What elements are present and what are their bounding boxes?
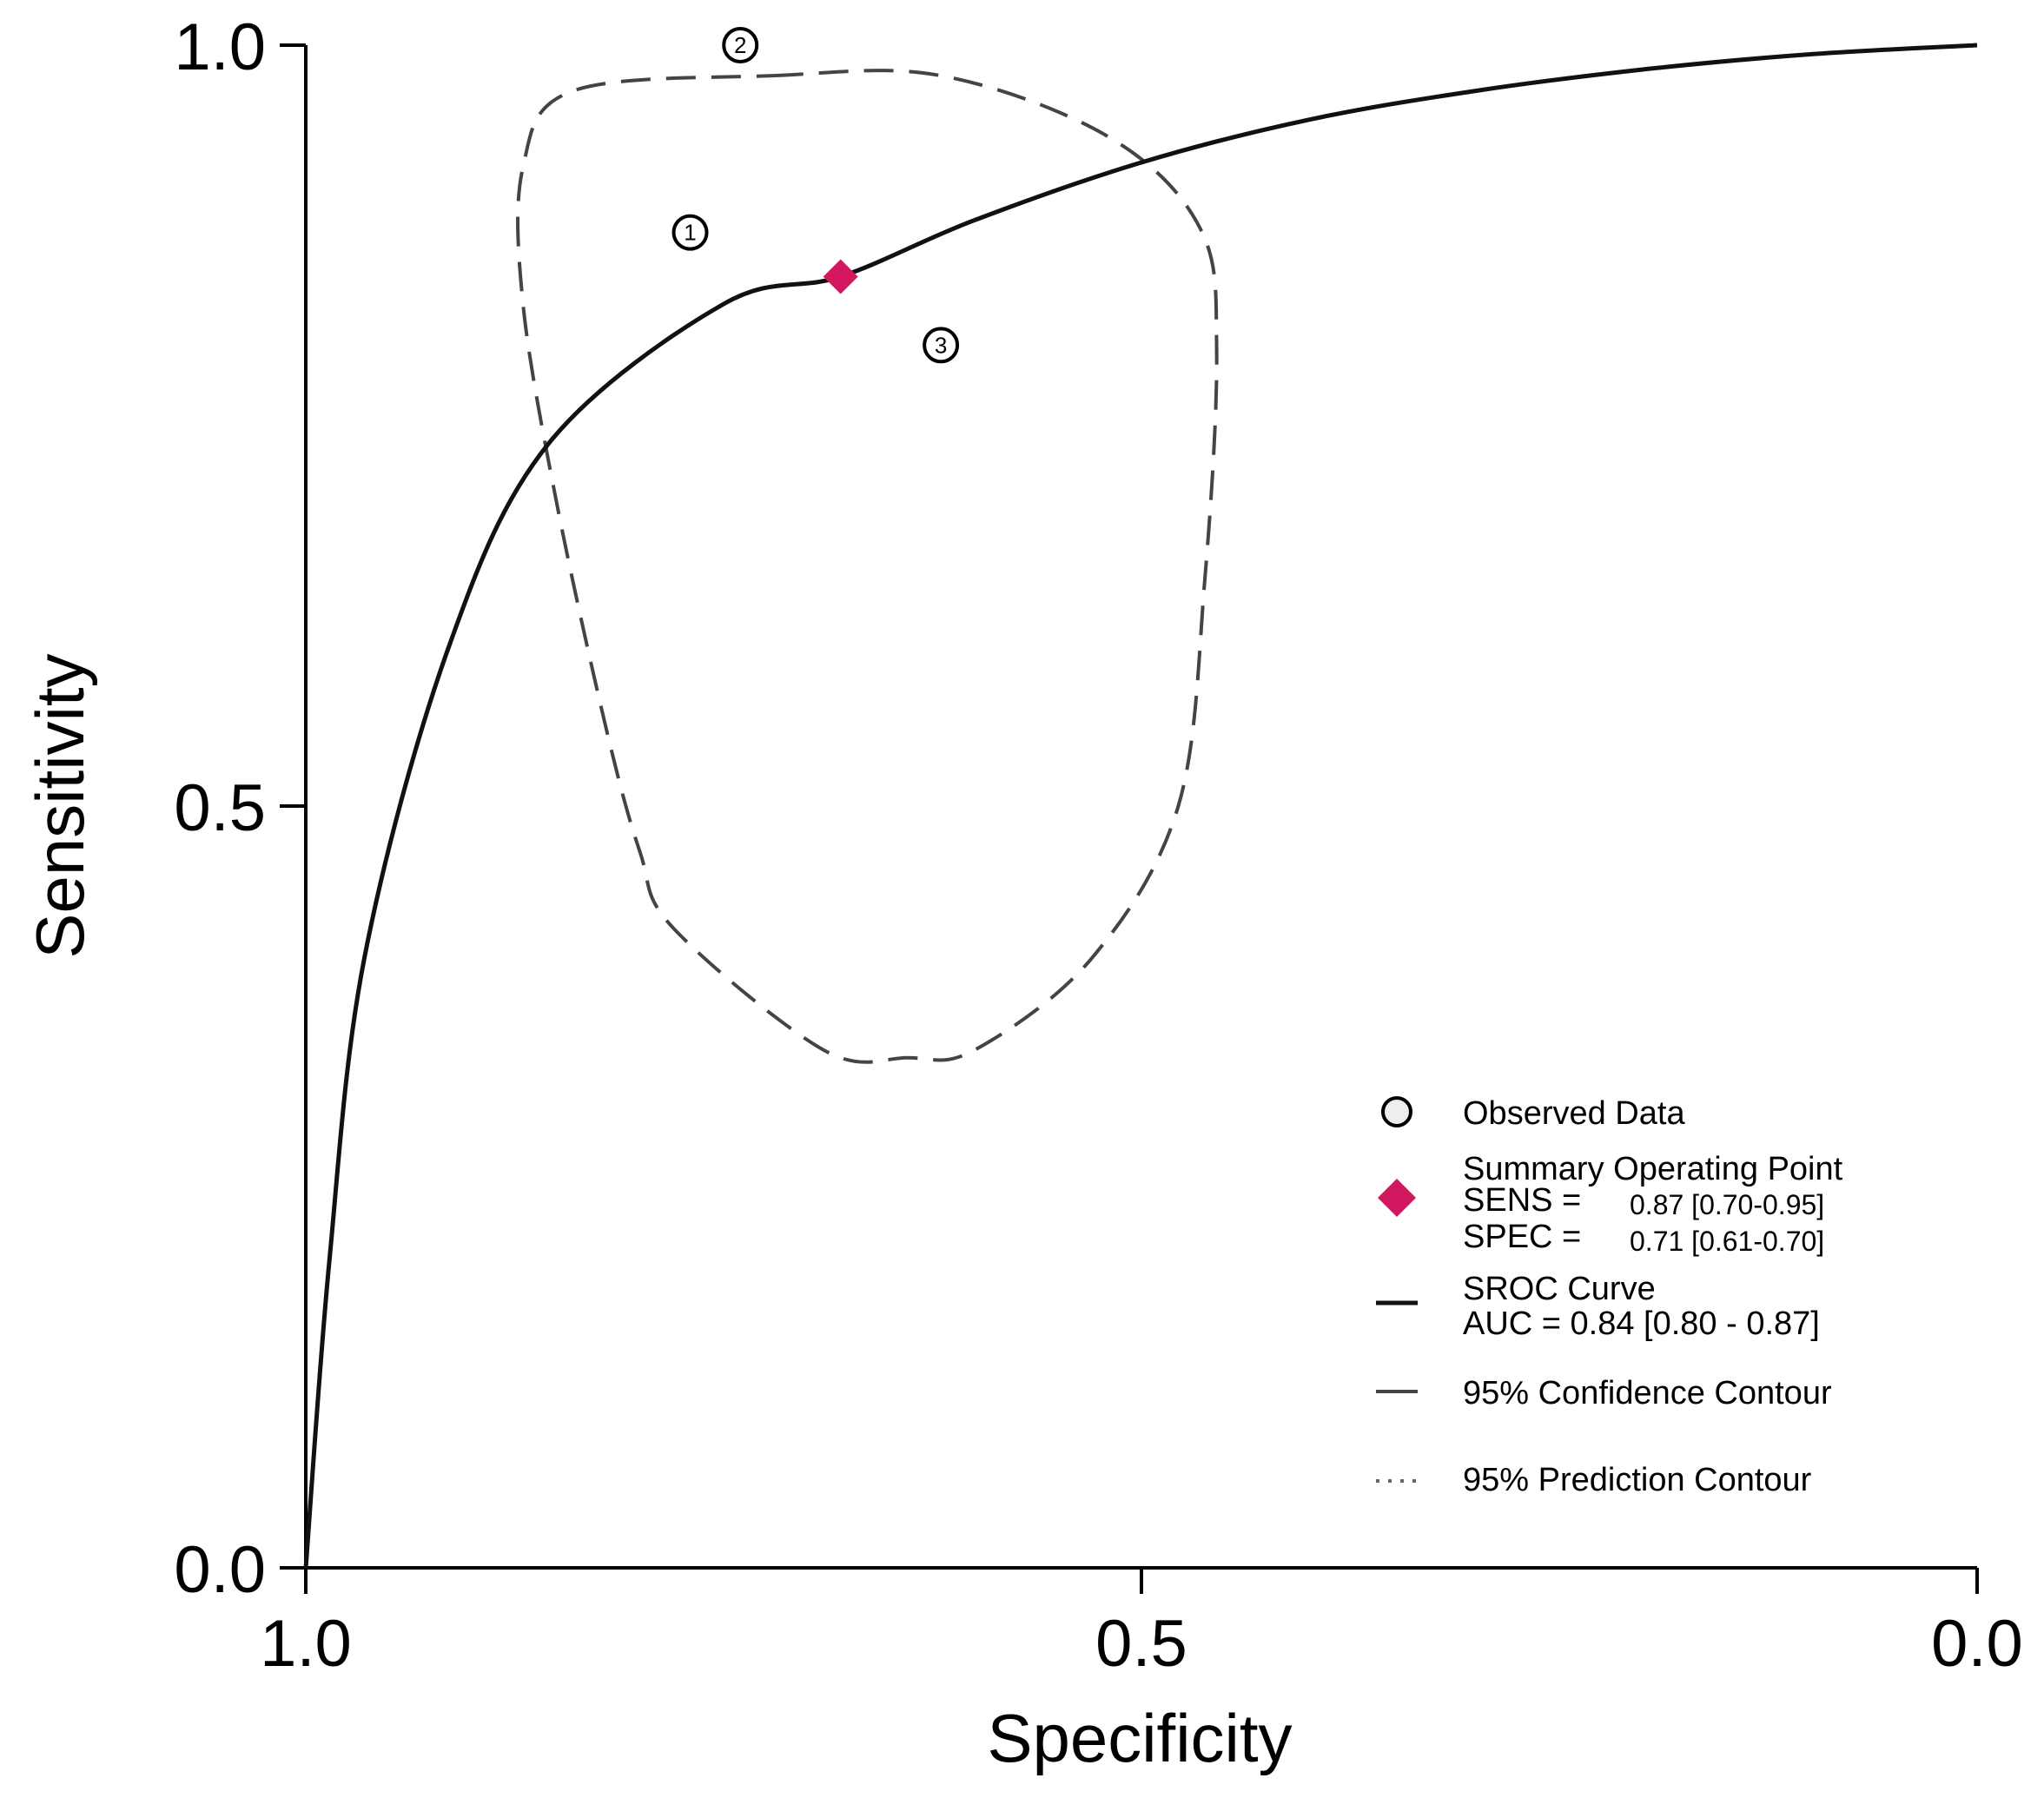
- confidence-contour: [516, 69, 1219, 1064]
- x-axis-title: Specificity: [987, 1700, 1292, 1776]
- observed-point-3: 3: [923, 327, 960, 364]
- observed-points: 1 2 3: [671, 27, 960, 364]
- y-axis-title: Sensitivity: [22, 653, 98, 958]
- legend-observed-marker: [1381, 1096, 1412, 1127]
- x-tick-label-1: 1.0: [260, 1607, 352, 1681]
- observed-point-1: 1: [671, 214, 709, 251]
- legend-auc: AUC = 0.84 [0.80 - 0.87]: [1463, 1306, 1820, 1342]
- legend-observed-label: Observed Data: [1463, 1095, 1685, 1132]
- x-tick-label-0: 0.0: [1931, 1607, 2023, 1681]
- legend-spec-label: SPEC =: [1463, 1219, 1581, 1255]
- observed-point-label: 1: [684, 220, 696, 246]
- legend-sroc-title: SROC Curve: [1463, 1271, 1656, 1307]
- y-tick-label-05: 0.5: [174, 771, 266, 845]
- legend-summary-marker: [1378, 1179, 1416, 1217]
- legend-sens-label: SENS =: [1463, 1182, 1581, 1219]
- legend-sens-value: 0.87 [0.70-0.95]: [1630, 1189, 1824, 1220]
- observed-point-circle: [722, 27, 759, 63]
- legend: Observed Data Summary Operating Point SE…: [1376, 1095, 1843, 1498]
- legend-summary-title: Summary Operating Point: [1463, 1151, 1843, 1187]
- legend-spec-value: 0.71 [0.61-0.70]: [1630, 1226, 1824, 1257]
- observed-point-circle: [923, 327, 960, 364]
- observed-point-circle: [671, 214, 709, 251]
- observed-point-2: 2: [722, 27, 759, 63]
- y-tick-label-0: 0.0: [174, 1533, 266, 1607]
- legend-confidence-label: 95% Confidence Contour: [1463, 1375, 1832, 1411]
- summary-point-marker: [823, 259, 858, 294]
- observed-point-label: 3: [935, 332, 947, 358]
- observed-point-label: 2: [734, 32, 746, 58]
- x-tick-label-05: 0.5: [1095, 1607, 1187, 1681]
- legend-prediction-label: 95% Prediction Contour: [1463, 1462, 1812, 1498]
- y-tick-label-1: 1.0: [174, 10, 266, 84]
